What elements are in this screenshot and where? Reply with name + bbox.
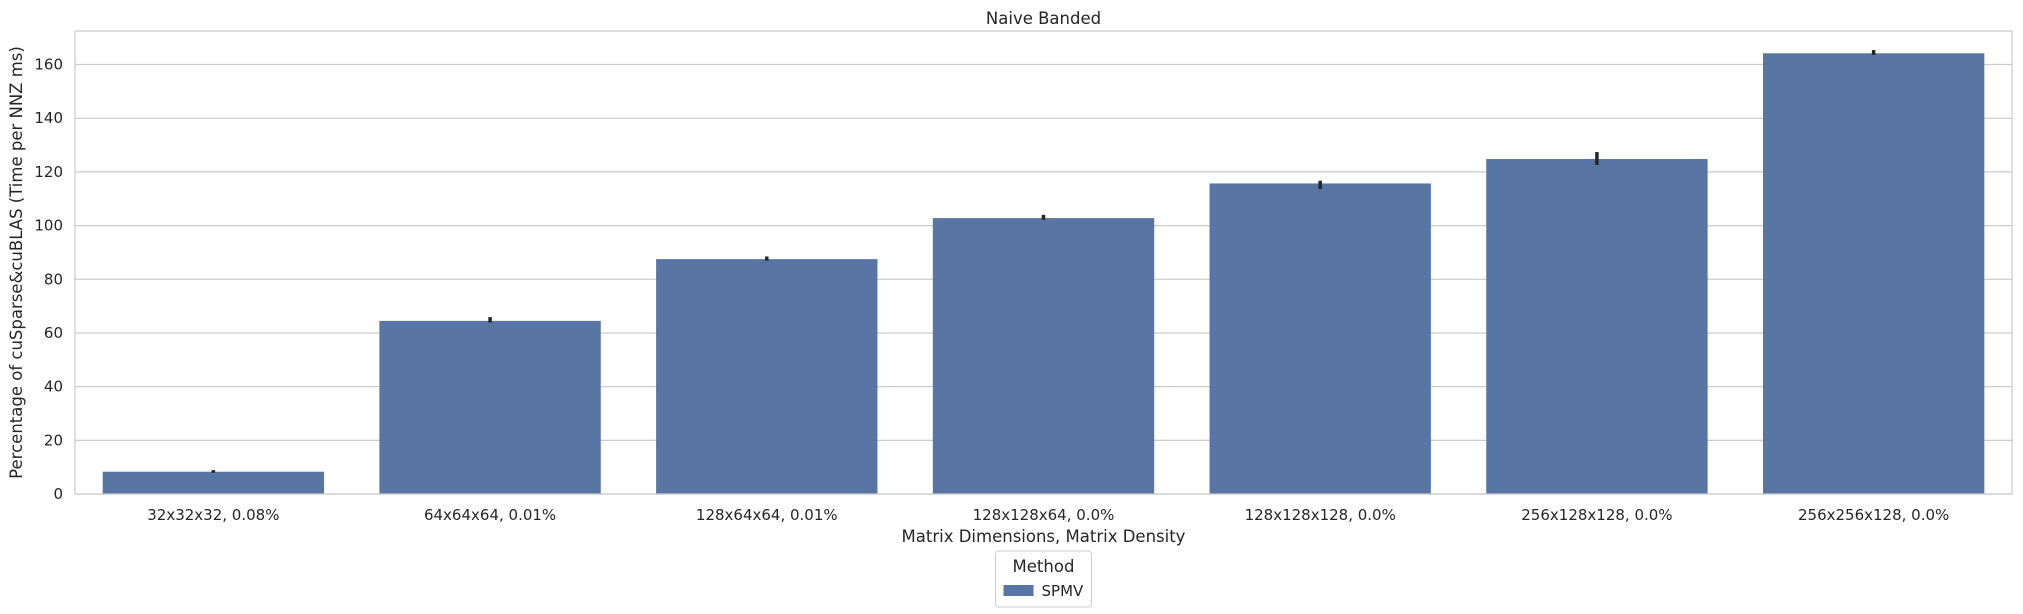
y-tick-label: 60 (44, 324, 63, 342)
x-tick-label: 128x128x128, 0.0% (1245, 506, 1396, 524)
x-tick-label: 64x64x64, 0.01% (424, 506, 556, 524)
y-tick-labels: 0 20 40 60 80 100 120 140 160 (34, 56, 63, 503)
legend: Method SPMV (995, 550, 1092, 608)
legend-swatch-spmv (1003, 585, 1034, 596)
y-tick-label: 160 (34, 56, 63, 74)
y-tick-label: 140 (34, 109, 63, 127)
bar (656, 259, 878, 494)
x-tick-label: 128x128x64, 0.0% (973, 506, 1115, 524)
y-tick-label: 120 (34, 163, 63, 181)
y-tick-label: 20 (44, 431, 63, 449)
y-tick-label: 0 (53, 485, 63, 503)
y-tick-label: 40 (44, 378, 63, 396)
x-tick-label: 256x128x128, 0.0% (1521, 506, 1672, 524)
error-bars (211, 50, 1876, 473)
y-tick-label: 80 (44, 270, 63, 288)
bar (1762, 53, 1985, 494)
x-tick-labels: 32x32x32, 0.08% 64x64x64, 0.01% 128x64x64,… (147, 506, 1949, 524)
y-tick-label: 100 (34, 217, 63, 235)
bar (1486, 159, 1708, 494)
y-axis-label: Percentage of cuSparse&cuBLAS (Time per … (7, 46, 26, 479)
bars (102, 53, 1985, 494)
x-tick-label: 256x256x128, 0.0% (1798, 506, 1949, 524)
chart-title: Naive Banded (986, 9, 1101, 28)
axes-frame (74, 30, 2013, 495)
x-axis-label: Matrix Dimensions, Matrix Density (902, 527, 1186, 546)
legend-title: Method (1013, 557, 1075, 576)
x-tick-label: 128x64x64, 0.01% (696, 506, 838, 524)
bar (102, 471, 325, 494)
bar (932, 218, 1155, 494)
legend-label-spmv: SPMV (1042, 582, 1085, 600)
bar (1209, 183, 1431, 494)
x-tick-label: 32x32x32, 0.08% (147, 506, 279, 524)
bar (379, 320, 601, 494)
